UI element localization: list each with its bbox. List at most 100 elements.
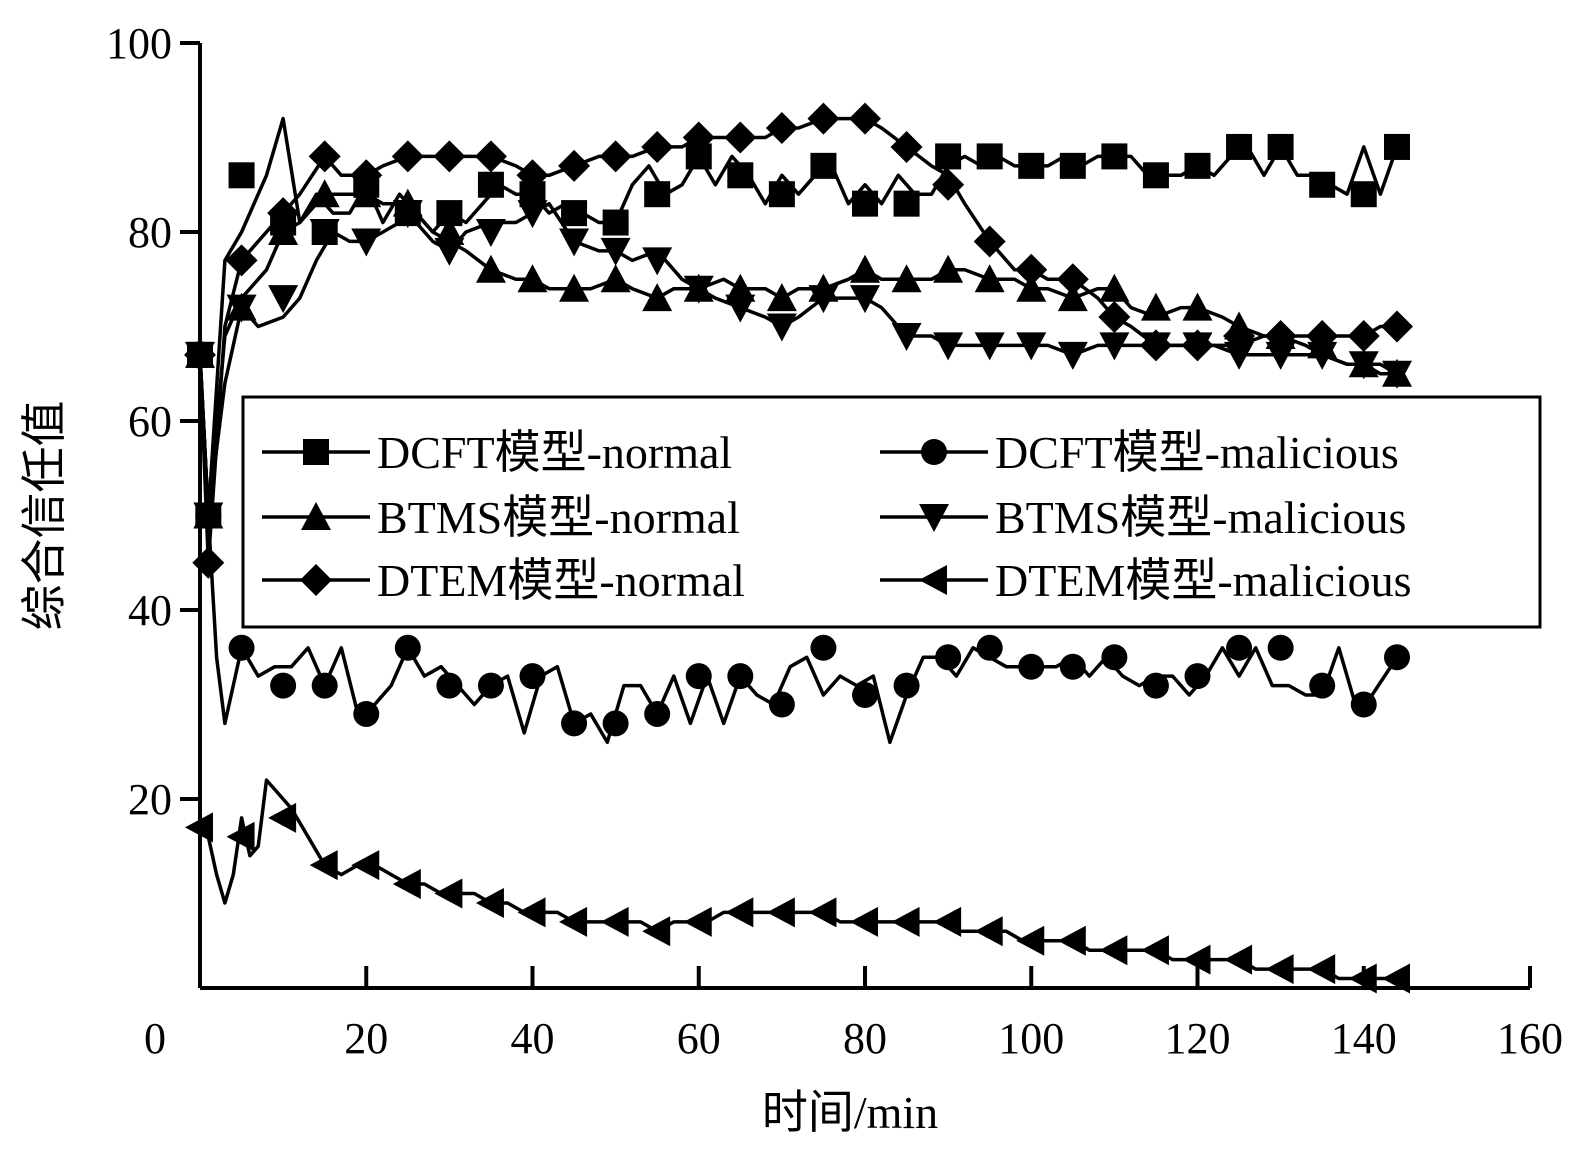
- data-point: [226, 294, 257, 323]
- data-point: [974, 332, 1005, 361]
- data-point: [1059, 152, 1086, 179]
- data-point: [893, 672, 920, 699]
- data-point: [685, 663, 712, 690]
- legend-marker: [919, 504, 949, 532]
- data-point: [477, 171, 504, 198]
- data-point: [891, 264, 922, 293]
- data-point: [434, 237, 465, 266]
- data-point: [1182, 292, 1213, 321]
- data-point: [559, 906, 588, 937]
- data-point: [1018, 653, 1045, 680]
- data-point: [392, 200, 423, 229]
- data-point: [1307, 954, 1336, 985]
- data-point: [1099, 273, 1130, 302]
- series-4: [185, 200, 1412, 531]
- data-point: [433, 140, 466, 173]
- data-point: [1307, 341, 1338, 370]
- series-2: [187, 341, 1410, 745]
- legend-item: DCFT模型-malicious: [880, 427, 1399, 478]
- data-point: [850, 254, 880, 283]
- legend-marker: [300, 564, 332, 596]
- data-point: [766, 283, 797, 312]
- legend-item: DTEM模型-malicious: [880, 555, 1412, 606]
- data-point: [1347, 319, 1380, 352]
- legend-marker: [921, 439, 947, 465]
- data-point: [1016, 273, 1047, 302]
- data-point: [1224, 944, 1253, 975]
- data-point: [976, 143, 1003, 170]
- data-point: [558, 149, 591, 182]
- series-group: [184, 102, 1413, 994]
- legend-item: DTEM模型-normal: [262, 555, 745, 606]
- data-point: [935, 143, 962, 170]
- data-point: [1381, 310, 1413, 343]
- data-point: [808, 285, 839, 314]
- data-point: [519, 663, 546, 690]
- data-point: [561, 710, 588, 737]
- data-point: [475, 254, 506, 283]
- data-point: [1267, 133, 1294, 160]
- data-point: [682, 121, 715, 154]
- data-point: [309, 219, 340, 247]
- data-point: [935, 644, 962, 671]
- data-point: [308, 140, 341, 173]
- data-point: [350, 159, 383, 192]
- data-point: [1142, 672, 1169, 699]
- data-point: [1265, 341, 1296, 370]
- data-point: [353, 700, 380, 727]
- data-point: [724, 121, 757, 154]
- data-point: [434, 878, 463, 909]
- data-point: [351, 850, 380, 881]
- data-point: [933, 906, 962, 937]
- x-tick-label: 140: [1331, 1014, 1397, 1063]
- legend-label: BTMS模型-malicious: [995, 492, 1406, 543]
- y-tick-label: 60: [128, 397, 172, 446]
- data-point: [268, 285, 299, 314]
- data-point: [517, 200, 548, 229]
- data-point: [893, 190, 920, 217]
- data-point: [852, 190, 878, 217]
- y-axis-title: 综合信任值: [19, 401, 70, 631]
- data-point: [517, 264, 548, 293]
- data-point: [807, 102, 840, 135]
- data-point: [1223, 319, 1256, 352]
- data-point: [311, 672, 338, 699]
- data-point: [891, 906, 920, 937]
- data-point: [1267, 634, 1294, 661]
- data-point: [1184, 152, 1211, 179]
- legend-label: DCFT模型-malicious: [995, 427, 1399, 478]
- data-point: [1018, 152, 1045, 179]
- axes: 20 40 60 80 100 0 20 40 60 80 100 120 140 160: [106, 19, 1563, 1063]
- data-point: [1264, 319, 1297, 352]
- data-point: [725, 294, 756, 323]
- x-tick-label: 120: [1165, 1014, 1231, 1063]
- data-point: [1140, 292, 1171, 321]
- data-point: [1057, 925, 1086, 956]
- data-point: [1382, 963, 1410, 994]
- data-point: [1348, 963, 1377, 994]
- x-axis-title: 时间/min: [762, 1087, 938, 1138]
- legend-item: BTMS模型-malicious: [880, 492, 1406, 543]
- data-point: [394, 634, 421, 661]
- data-point: [933, 254, 964, 283]
- data-point: [642, 916, 671, 947]
- legend-box: [241, 395, 1542, 629]
- data-point: [976, 634, 1003, 661]
- data-point: [392, 869, 421, 900]
- legend-label: DTEM模型-malicious: [995, 555, 1412, 606]
- data-point: [768, 181, 795, 208]
- y-tick-label: 100: [106, 19, 172, 68]
- data-point: [351, 228, 382, 257]
- data-point: [644, 700, 671, 727]
- data-point: [600, 264, 631, 293]
- legend-marker: [919, 565, 947, 595]
- x-tick-label: 100: [998, 1014, 1064, 1063]
- data-point: [1099, 332, 1130, 361]
- data-point: [974, 264, 1005, 293]
- data-point: [1306, 319, 1339, 352]
- data-point: [644, 181, 671, 208]
- data-point: [559, 228, 590, 257]
- legend-marker: [303, 439, 329, 465]
- legend-label: BTMS模型-normal: [377, 492, 740, 543]
